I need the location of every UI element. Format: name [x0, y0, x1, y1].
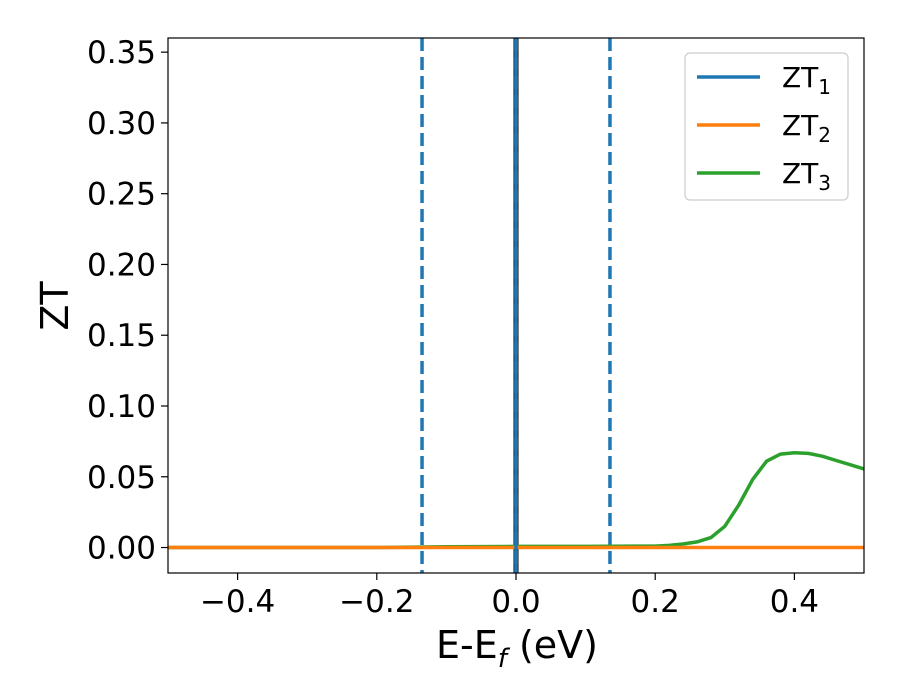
x-tick-label: −0.2 — [339, 584, 414, 620]
y-axis-label: ZT — [33, 281, 77, 331]
y-tick-label: 0.25 — [87, 177, 156, 213]
legend-box — [684, 52, 849, 201]
y-tick-label: 0.35 — [87, 35, 156, 71]
y-tick-label: 0.05 — [87, 460, 156, 496]
y-tick-label: 0.00 — [87, 531, 156, 567]
x-tick-label: 0.0 — [491, 584, 540, 620]
legend-label-zt1: ZT1 — [782, 61, 831, 99]
legend-label-zt3: ZT3 — [782, 157, 831, 195]
series-lines — [168, 38, 864, 573]
y-tick-label: 0.20 — [87, 247, 156, 283]
y-tick-label: 0.30 — [87, 106, 156, 142]
x-axis: −0.4 −0.2 0.0 0.2 0.4 — [200, 573, 819, 620]
x-axis-label: E-Ef (eV) — [436, 623, 598, 674]
y-tick-label: 0.10 — [87, 389, 156, 425]
x-tick-label: 0.4 — [770, 584, 819, 620]
y-axis: 0.00 0.05 0.10 0.15 0.20 0.25 0.30 0.35 — [87, 35, 168, 567]
legend-label-zt2: ZT2 — [782, 109, 831, 147]
x-tick-label: −0.4 — [200, 584, 275, 620]
legend: ZT1 ZT2 ZT3 — [684, 52, 849, 201]
plot-frame — [167, 37, 865, 574]
y-tick-label: 0.15 — [87, 318, 156, 354]
x-tick-label: 0.2 — [631, 584, 680, 620]
